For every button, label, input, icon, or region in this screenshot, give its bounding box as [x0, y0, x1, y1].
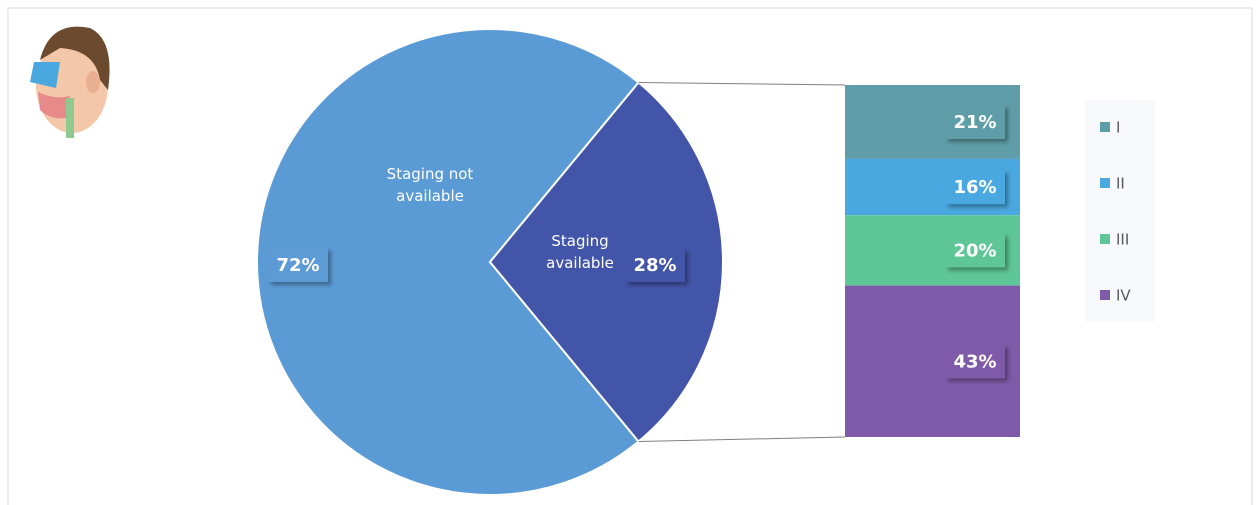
value-label-box — [945, 344, 1005, 379]
legend-label: II — [1116, 175, 1125, 193]
pie-slice — [488, 81, 724, 443]
value-label-box — [268, 248, 328, 282]
value-label-box — [625, 248, 685, 282]
value-label: 72% — [276, 255, 319, 276]
legend-label: I — [1116, 119, 1120, 137]
category-label: Staging available — [546, 232, 614, 272]
connector-line — [638, 436, 846, 443]
value-label-box — [945, 233, 1005, 268]
value-label: 20% — [953, 240, 996, 261]
legend-label: IV — [1116, 287, 1131, 305]
legend-box — [1085, 100, 1155, 322]
category-label-box: Staging not available — [386, 165, 474, 205]
legend-swatch — [1100, 290, 1110, 300]
value-label: 21% — [953, 112, 996, 133]
value-label-box — [945, 170, 1005, 205]
legend-swatch — [1100, 122, 1110, 132]
connector-line — [638, 81, 846, 86]
legend-label: III — [1116, 231, 1129, 249]
value-label-box — [945, 104, 1005, 139]
value-label: 16% — [953, 177, 996, 198]
category-label: Staging not available — [386, 165, 474, 205]
legend-swatch — [1100, 234, 1110, 244]
value-label: 28% — [633, 255, 676, 276]
legend-swatch — [1100, 178, 1110, 188]
category-label-box: Staging available — [546, 232, 614, 272]
value-label: 43% — [953, 351, 996, 372]
pie-slice — [256, 28, 640, 496]
face-icon — [30, 26, 110, 138]
